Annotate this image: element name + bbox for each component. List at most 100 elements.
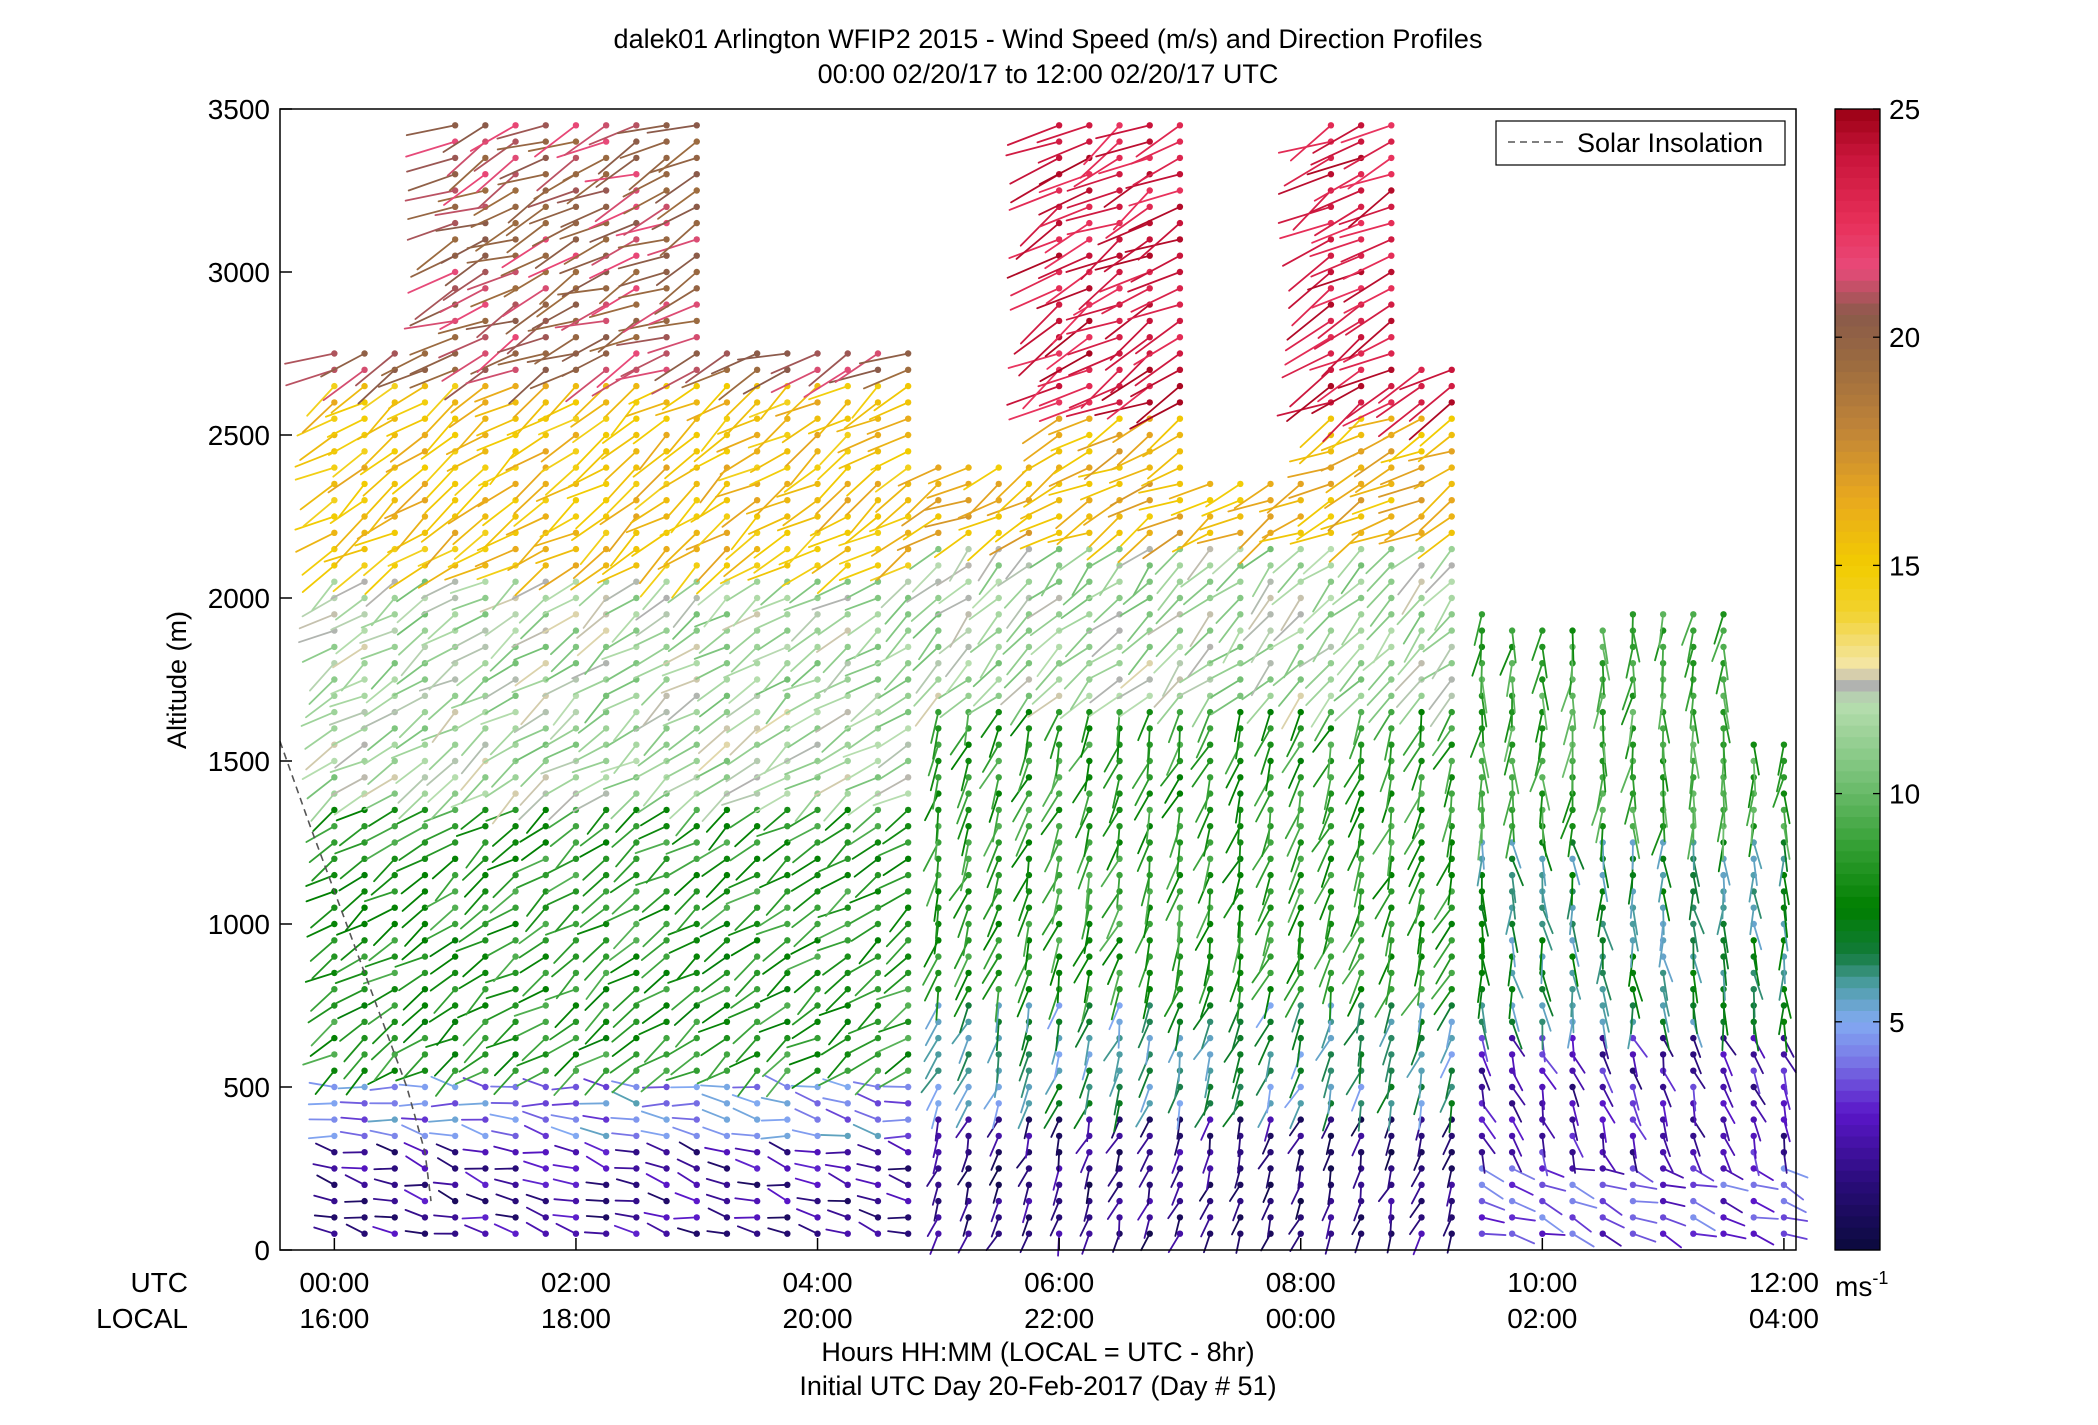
wind-barb-dot (1357, 660, 1365, 667)
wind-barb-dot (995, 1132, 1002, 1140)
wind-barb-dot (844, 660, 851, 667)
wind-barb (858, 1209, 879, 1219)
wind-barb (1116, 825, 1121, 858)
wind-barb-dot (904, 578, 912, 585)
wind-barb-dot (1116, 1002, 1123, 1009)
wind-barb-dot (512, 692, 519, 699)
wind-barb-dot (451, 1100, 459, 1107)
wind-barb (576, 923, 608, 935)
wind-barb (522, 1151, 547, 1154)
wind-barb-dot (1599, 888, 1606, 895)
wind-barb (959, 1004, 970, 1034)
wind-barb-dot (421, 790, 429, 797)
wind-barb (305, 743, 336, 771)
wind-barb (1435, 955, 1453, 985)
wind-barb (1567, 825, 1574, 858)
wind-barb-dot (482, 1051, 489, 1058)
wind-barb (796, 1197, 819, 1202)
wind-barb (1102, 939, 1121, 966)
wind-barb (1442, 1135, 1453, 1156)
wind-barb-dot (572, 268, 580, 276)
wind-barb (430, 1102, 457, 1108)
wind-barb-dot (1357, 138, 1365, 145)
wind-barb (585, 1199, 608, 1202)
wind-barb (611, 825, 638, 848)
wind-barb (436, 1020, 457, 1046)
wind-barb (1142, 531, 1181, 560)
wind-barb-dot (1418, 562, 1425, 569)
wind-barb-dot (1418, 969, 1425, 977)
wind-barb (551, 955, 577, 978)
wind-barb (791, 857, 819, 876)
wind-barb-dot (1539, 757, 1546, 765)
wind-barb (1541, 1086, 1545, 1111)
wind-barb (1601, 1069, 1614, 1094)
wind-barb (1309, 189, 1363, 214)
wind-barb (1317, 841, 1332, 873)
wind-barb (485, 662, 517, 682)
wind-barb-dot (784, 1165, 791, 1172)
wind-barb-dot (572, 1165, 580, 1172)
wind-barb (706, 1230, 728, 1235)
wind-barb (697, 580, 728, 606)
wind-barb-dot (421, 986, 429, 993)
wind-barb-dot (391, 855, 398, 862)
wind-barb (775, 401, 819, 417)
wind-barb (535, 548, 577, 565)
wind-barb (1570, 988, 1574, 1018)
wind-barb-dot (572, 382, 580, 390)
wind-barb (1432, 727, 1453, 757)
chart-subtitle: 00:00 02/20/17 to 12:00 02/20/17 UTC (818, 59, 1279, 89)
wind-barb-dot (1025, 839, 1033, 846)
wind-barb-dot (693, 252, 700, 259)
wind-barb (579, 825, 608, 847)
wind-barb (313, 1226, 336, 1235)
wind-barb (967, 482, 1000, 517)
wind-barb (1138, 1069, 1151, 1098)
wind-barb (1177, 1053, 1181, 1082)
wind-barb (513, 385, 547, 418)
wind-barb (651, 205, 698, 231)
wind-barb-dot (1176, 382, 1184, 390)
wind-barb (363, 890, 396, 903)
wind-barb-dot (1086, 187, 1093, 194)
wind-barb-dot (1025, 545, 1033, 553)
wind-barb-dot (1388, 317, 1395, 325)
wind-barb-dot (663, 1002, 670, 1009)
wind-barb (698, 743, 728, 772)
wind-barb (294, 515, 336, 531)
wind-barb-dot (572, 855, 580, 862)
wind-barb-dot (1508, 1230, 1516, 1237)
wind-barb (672, 597, 698, 628)
wind-barb-dot (965, 920, 972, 928)
wind-barb-dot (1176, 334, 1184, 341)
wind-barb-dot (602, 285, 610, 292)
wind-barb-dot (935, 464, 942, 471)
wind-barb-dot (542, 1116, 549, 1123)
wind-barb-dot (965, 871, 972, 879)
wind-barb-dot (572, 594, 580, 602)
wind-barb-dot (844, 953, 851, 960)
wind-barb (542, 597, 577, 615)
wind-barb (704, 1146, 728, 1154)
wind-barb (847, 613, 879, 636)
wind-barb (850, 499, 879, 534)
wind-barb (1321, 1200, 1332, 1222)
wind-barb-dot (965, 904, 972, 911)
wind-barb (622, 173, 668, 198)
wind-barb (1390, 548, 1423, 570)
wind-barb-dot (753, 986, 761, 993)
wind-barb-dot (1388, 154, 1395, 162)
wind-barb-dot (723, 986, 731, 993)
wind-barb-dot (1569, 1230, 1576, 1237)
wind-barb-dot (663, 692, 670, 699)
wind-barb-dot (693, 643, 700, 651)
wind-barb (1250, 662, 1272, 697)
wind-barb (625, 515, 668, 534)
wind-barb-dot (1388, 513, 1395, 520)
wind-barb-dot (633, 562, 640, 569)
wind-barb (559, 254, 608, 275)
wind-barb (1283, 646, 1302, 679)
wind-barb-dot (814, 986, 821, 993)
